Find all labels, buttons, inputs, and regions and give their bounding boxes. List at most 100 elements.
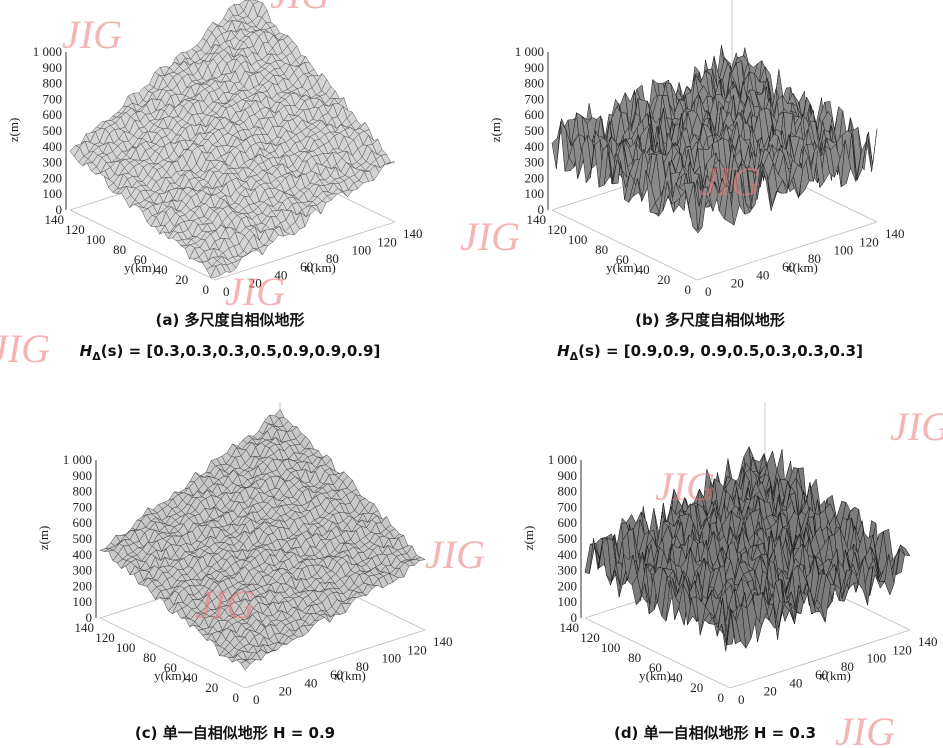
x-tick-label: 20 bbox=[731, 276, 744, 291]
x-axis-label: x(km) bbox=[786, 260, 818, 275]
watermark: JIG bbox=[460, 214, 520, 259]
figure: 01002003004005006007008009001 0001401201… bbox=[0, 0, 943, 748]
caption: (b) 多尺度自相似地形 bbox=[635, 311, 785, 329]
x-tick-label: 120 bbox=[377, 234, 397, 249]
x-tick-label: 140 bbox=[403, 226, 423, 241]
x-tick-label: 140 bbox=[885, 226, 905, 241]
y-tick-label: 0 bbox=[685, 282, 692, 297]
y-axis-label: y(km) bbox=[124, 260, 156, 275]
z-tick-label: 800 bbox=[43, 76, 63, 91]
z-tick-label: 100 bbox=[558, 594, 578, 609]
z-tick-label: 400 bbox=[43, 139, 63, 154]
x-tick-label: 0 bbox=[253, 692, 260, 707]
z-tick-label: 500 bbox=[43, 123, 63, 138]
x-axis-label: x(km) bbox=[334, 668, 366, 683]
x-tick-label: 40 bbox=[304, 675, 317, 690]
y-axis-label: y(km) bbox=[154, 668, 186, 683]
y-tick-label: 80 bbox=[113, 242, 126, 257]
y-tick-label: 140 bbox=[560, 620, 580, 635]
formula-symbol: H bbox=[557, 342, 570, 360]
x-tick-label: 100 bbox=[867, 651, 887, 666]
z-tick-label: 900 bbox=[43, 60, 63, 75]
z-tick-label: 400 bbox=[525, 139, 545, 154]
y-tick-label: 40 bbox=[185, 670, 198, 685]
y-tick-label: 100 bbox=[568, 232, 588, 247]
watermark: JIG bbox=[270, 0, 330, 17]
z-tick-label: 500 bbox=[558, 531, 578, 546]
y-tick-label: 20 bbox=[690, 680, 703, 695]
z-tick-label: 100 bbox=[43, 186, 63, 201]
watermark: JIG bbox=[655, 464, 715, 509]
z-tick-label: 800 bbox=[525, 76, 545, 91]
y-axis-label: y(km) bbox=[606, 260, 638, 275]
x-axis-label: x(km) bbox=[304, 260, 336, 275]
watermark: JIG bbox=[225, 269, 285, 314]
formula-body: (s) = [0.9,0.9, 0.9,0.5,0.3,0.3,0.3] bbox=[578, 342, 863, 360]
x-tick-label: 140 bbox=[433, 634, 453, 649]
z-tick-label: 700 bbox=[73, 499, 93, 514]
z-tick-label: 600 bbox=[525, 107, 545, 122]
x-tick-label: 140 bbox=[918, 634, 938, 649]
watermark: JIG bbox=[425, 532, 485, 577]
z-tick-label: 900 bbox=[73, 468, 93, 483]
z-tick-label: 300 bbox=[73, 563, 93, 578]
x-axis-label: x(km) bbox=[819, 668, 851, 683]
z-tick-label: 1 000 bbox=[63, 452, 92, 467]
z-tick-label: 100 bbox=[525, 186, 545, 201]
y-tick-label: 20 bbox=[657, 272, 670, 287]
z-tick-label: 100 bbox=[73, 594, 93, 609]
z-tick-label: 300 bbox=[558, 563, 578, 578]
y-tick-label: 0 bbox=[203, 282, 210, 297]
x-tick-label: 40 bbox=[756, 267, 769, 282]
y-tick-label: 140 bbox=[527, 212, 547, 227]
watermark: JIG bbox=[195, 582, 255, 627]
surface-plot: 01002003004005006007008009001 0001401201… bbox=[36, 402, 453, 707]
caption: (c) 单一自相似地形 H = 0.9 bbox=[135, 724, 335, 742]
z-tick-label: 1 000 bbox=[515, 44, 544, 59]
formula: HΔ(s) = [0.9,0.9, 0.9,0.5,0.3,0.3,0.3] bbox=[557, 342, 863, 363]
x-tick-label: 120 bbox=[892, 642, 912, 657]
y-tick-label: 0 bbox=[718, 690, 725, 705]
y-tick-label: 0 bbox=[233, 690, 240, 705]
z-tick-label: 300 bbox=[43, 155, 63, 170]
y-tick-label: 120 bbox=[580, 630, 600, 645]
z-axis-label: z(m) bbox=[6, 118, 21, 143]
y-tick-label: 40 bbox=[637, 262, 650, 277]
y-tick-label: 40 bbox=[670, 670, 683, 685]
surface-plot: 01002003004005006007008009001 0001401201… bbox=[521, 402, 938, 707]
y-tick-label: 100 bbox=[116, 640, 136, 655]
x-tick-label: 20 bbox=[279, 684, 292, 699]
z-tick-label: 900 bbox=[525, 60, 545, 75]
z-tick-label: 200 bbox=[558, 578, 578, 593]
y-tick-label: 20 bbox=[205, 680, 218, 695]
z-tick-label: 200 bbox=[43, 170, 63, 185]
y-tick-label: 100 bbox=[86, 232, 106, 247]
z-tick-label: 900 bbox=[558, 468, 578, 483]
x-tick-label: 100 bbox=[834, 243, 854, 258]
z-tick-label: 1 000 bbox=[33, 44, 62, 59]
y-tick-label: 80 bbox=[143, 650, 156, 665]
y-tick-label: 100 bbox=[601, 640, 621, 655]
y-axis-label: y(km) bbox=[639, 668, 671, 683]
y-tick-label: 120 bbox=[95, 630, 115, 645]
watermark: JIG bbox=[0, 326, 50, 371]
x-tick-label: 120 bbox=[407, 642, 427, 657]
z-tick-label: 400 bbox=[73, 547, 93, 562]
z-tick-label: 500 bbox=[525, 123, 545, 138]
z-tick-label: 800 bbox=[558, 484, 578, 499]
z-tick-label: 1 000 bbox=[548, 452, 577, 467]
watermark: JIG bbox=[62, 12, 122, 57]
y-tick-label: 120 bbox=[547, 222, 567, 237]
formula-body: (s) = [0.3,0.3,0.3,0.5,0.9,0.9,0.9] bbox=[101, 342, 381, 360]
z-tick-label: 600 bbox=[43, 107, 63, 122]
x-tick-label: 20 bbox=[764, 684, 777, 699]
formula: HΔ(s) = [0.3,0.3,0.3,0.5,0.9,0.9,0.9] bbox=[80, 342, 381, 363]
watermark: JIG bbox=[835, 709, 895, 748]
z-axis-label: z(m) bbox=[521, 526, 536, 551]
x-tick-label: 100 bbox=[382, 651, 402, 666]
y-tick-label: 40 bbox=[155, 262, 168, 277]
y-tick-label: 80 bbox=[595, 242, 608, 257]
z-tick-label: 200 bbox=[73, 578, 93, 593]
y-tick-label: 120 bbox=[65, 222, 85, 237]
z-tick-label: 200 bbox=[525, 170, 545, 185]
